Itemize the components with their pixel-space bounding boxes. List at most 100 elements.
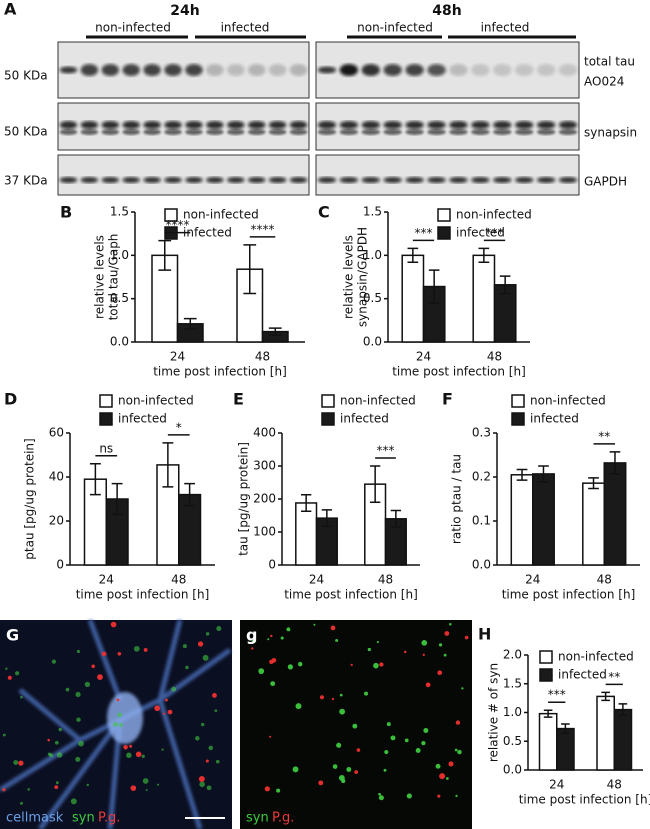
puncta [258, 668, 265, 675]
blot-band [427, 121, 446, 129]
puncta [435, 763, 441, 769]
puncta [54, 785, 59, 790]
puncta [352, 723, 358, 729]
timepoint-label: 48h [432, 3, 461, 19]
puncta [443, 653, 447, 657]
puncta [354, 770, 359, 774]
channel-label: P.g. [272, 811, 294, 826]
puncta [367, 647, 371, 652]
puncta [91, 664, 96, 669]
bar [510, 474, 534, 566]
puncta [406, 793, 412, 799]
blot-band [80, 129, 99, 135]
error-bar [543, 709, 553, 718]
puncta [390, 735, 396, 741]
puncta [47, 752, 51, 756]
puncta [425, 682, 431, 688]
blot-band [80, 64, 99, 76]
error-bar [407, 247, 419, 264]
puncta [167, 709, 173, 715]
puncta [336, 742, 342, 748]
y-axis-label: synapsin/GAPDH [356, 227, 370, 327]
puncta [439, 773, 446, 780]
blot-band [185, 121, 203, 129]
blot-band [493, 64, 512, 76]
puncta [75, 756, 81, 762]
puncta [335, 638, 339, 642]
blot-band [536, 129, 556, 135]
y-tick-label: 2.0 [503, 648, 522, 662]
legend-label: non-infected [456, 208, 532, 222]
bar [556, 727, 575, 771]
bar [295, 502, 318, 566]
puncta [270, 681, 276, 687]
blot-band [339, 121, 359, 129]
blot-band [515, 64, 534, 76]
blot-band [405, 64, 424, 76]
y-axis-label: relative # of syn [487, 663, 501, 762]
puncta [141, 754, 145, 758]
blot-band [471, 121, 490, 129]
puncta [205, 632, 210, 636]
y-tick-label: 1.5 [110, 205, 129, 219]
legend-swatch [539, 668, 553, 682]
legend-swatch [539, 650, 553, 664]
puncta [185, 665, 189, 670]
puncta [457, 749, 462, 755]
puncta [182, 644, 187, 649]
puncta [341, 778, 346, 784]
puncta [455, 720, 461, 725]
blot-band [122, 64, 140, 76]
puncta [97, 674, 103, 680]
blot-band [405, 177, 424, 183]
x-tick-label: 24 [525, 573, 540, 587]
x-tick-label: 48 [255, 350, 270, 364]
puncta [264, 786, 270, 792]
y-tick-label: 0.5 [503, 734, 522, 748]
puncta [5, 667, 8, 670]
puncta [205, 759, 209, 763]
puncta [20, 695, 23, 699]
legend-swatch [511, 394, 525, 408]
puncta [339, 693, 343, 697]
blot-band [101, 129, 120, 135]
panel-letter: H [478, 625, 491, 644]
puncta [295, 703, 302, 710]
legend-label: infected [530, 412, 579, 426]
puncta [118, 723, 123, 728]
puncta [197, 641, 204, 647]
blot-band [317, 121, 337, 129]
puncta [313, 623, 316, 626]
blot-band [206, 64, 224, 76]
legend-label: non-infected [558, 650, 634, 664]
x-axis-label: time post infection [h] [284, 588, 418, 602]
blot-band [268, 177, 287, 183]
row-label: GAPDH [584, 175, 627, 189]
y-tick-label: 1.0 [110, 248, 129, 262]
blot-band [317, 129, 337, 135]
legend-swatch [164, 208, 178, 222]
puncta [145, 788, 148, 792]
legend-swatch [321, 394, 335, 408]
puncta [378, 795, 384, 801]
blot-band [405, 121, 424, 129]
puncta [270, 634, 273, 638]
blot-band [143, 129, 161, 135]
puncta [161, 748, 164, 751]
puncta [356, 748, 361, 752]
puncta [76, 649, 81, 654]
puncta [454, 748, 458, 752]
puncta [422, 653, 425, 656]
blot-band [558, 64, 578, 76]
blot-strip [315, 102, 580, 151]
puncta [464, 635, 469, 640]
x-tick-label: 24 [309, 573, 324, 587]
blot-band [185, 64, 203, 76]
bar [538, 712, 558, 771]
error-bar [158, 239, 172, 271]
blot-band [383, 129, 402, 135]
western-blot [57, 41, 580, 196]
puncta [76, 717, 81, 722]
blot-band [59, 121, 78, 129]
